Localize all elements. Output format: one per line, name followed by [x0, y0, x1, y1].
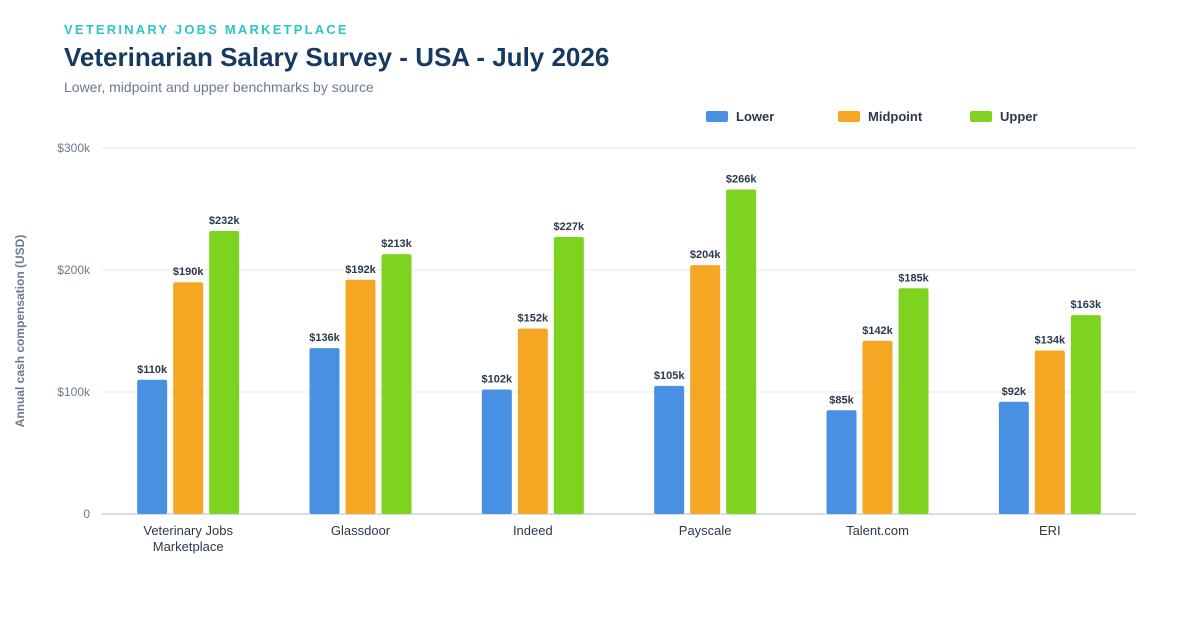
bar-upper — [381, 254, 412, 514]
bar-upper — [209, 230, 240, 514]
bar-lower — [309, 348, 340, 514]
bar-lower — [137, 379, 168, 514]
bar-lower — [481, 389, 512, 514]
bar-value-label: $185k — [898, 272, 929, 284]
x-tick-label: ERI — [1039, 523, 1061, 538]
bar-midpoint — [517, 328, 548, 514]
legend-item-upper: Upper — [970, 109, 1038, 124]
bar-value-label: $232k — [209, 215, 240, 227]
bar-value-label: $152k — [518, 313, 549, 325]
bar-value-label: $190k — [173, 266, 204, 278]
brand-label: VETERINARY JOBS MARKETPLACE — [64, 22, 349, 37]
bar-value-label: $102k — [482, 374, 513, 386]
y-tick-label: $300k — [57, 141, 91, 155]
y-tick-label: $100k — [57, 385, 91, 399]
x-tick-label: Indeed — [513, 523, 553, 538]
legend-swatch-lower — [706, 111, 728, 122]
bar-upper — [726, 189, 757, 515]
x-tick-label: Glassdoor — [331, 523, 391, 538]
bar-value-label: $110k — [137, 364, 168, 376]
bar-value-label: $105k — [654, 370, 685, 382]
bar-value-label: $136k — [309, 332, 340, 344]
bar-value-label: $227k — [554, 221, 585, 233]
bar-value-label: $192k — [345, 264, 376, 276]
bar-upper — [1070, 315, 1101, 514]
bar-upper — [898, 288, 929, 514]
legend-label-midpoint: Midpoint — [868, 109, 923, 124]
legend-label-upper: Upper — [1000, 109, 1038, 124]
bar-midpoint — [173, 282, 204, 514]
bar-upper — [553, 237, 584, 514]
chart-title: Veterinarian Salary Survey - USA - July … — [64, 42, 610, 72]
y-tick-label: $200k — [57, 263, 91, 277]
bar-lower — [654, 385, 685, 514]
legend-label-lower: Lower — [736, 109, 775, 124]
bar-value-label: $213k — [381, 238, 412, 250]
bar-value-label: $266k — [726, 173, 757, 185]
bar-midpoint — [345, 279, 376, 514]
bar-value-label: $204k — [690, 249, 721, 261]
legend-swatch-upper — [970, 111, 992, 122]
bar-lower — [998, 401, 1029, 514]
bar-value-label: $134k — [1035, 335, 1066, 347]
chart-subtitle: Lower, midpoint and upper benchmarks by … — [64, 79, 374, 95]
y-tick-label: 0 — [83, 507, 90, 521]
bar-value-label: $85k — [829, 394, 854, 406]
chart-legend: Lower Midpoint Upper — [0, 109, 1200, 129]
bar-midpoint — [690, 265, 721, 514]
x-tick-label: Talent.com — [846, 523, 909, 538]
bar-value-label: $92k — [1002, 386, 1027, 398]
x-tick-label: Veterinary Jobs — [143, 523, 233, 538]
legend-item-midpoint: Midpoint — [838, 109, 922, 124]
bar-midpoint — [1034, 350, 1065, 514]
bar-value-label: $142k — [862, 325, 893, 337]
legend-item-lower: Lower — [706, 109, 774, 124]
bar-midpoint — [862, 340, 893, 514]
bar-lower — [826, 410, 857, 514]
x-tick-label: Payscale — [679, 523, 732, 538]
x-tick-label: Marketplace — [153, 539, 224, 554]
legend-swatch-midpoint — [838, 111, 860, 122]
bar-value-label: $163k — [1071, 299, 1102, 311]
